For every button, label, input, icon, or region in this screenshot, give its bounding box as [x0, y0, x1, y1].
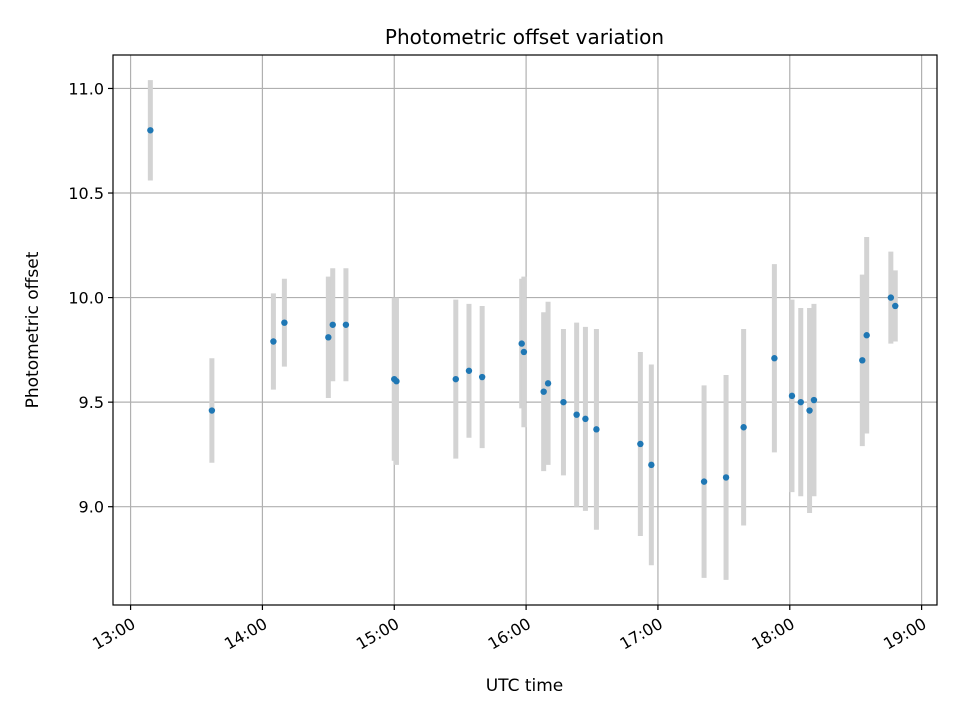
y-tick-label: 9.5 [79, 393, 104, 412]
data-point [740, 424, 747, 431]
y-tick-label: 10.0 [68, 289, 104, 308]
data-point [465, 367, 473, 374]
data-point [270, 338, 277, 345]
data-point [810, 396, 818, 404]
y-tick-label: 9.0 [79, 498, 104, 517]
data-point [593, 426, 600, 433]
data-point [573, 411, 580, 418]
data-point [147, 127, 154, 134]
data-point [544, 380, 552, 387]
y-tick-label: 11.0 [68, 79, 104, 98]
data-point [806, 407, 813, 414]
data-point [797, 398, 804, 406]
data-point [540, 388, 547, 395]
plot-area-frame [112, 54, 938, 606]
y-axis-ticks: 9.0 9.5 10.0 10.5 11.0 [68, 79, 113, 517]
data-point [281, 319, 288, 326]
y-axis-label: Photometric offset [23, 251, 43, 408]
data-point [325, 334, 332, 341]
data-point [892, 302, 899, 310]
x-axis-label: UTC time [486, 676, 564, 696]
data-point [520, 348, 528, 356]
data-point [887, 294, 895, 301]
data-point [788, 392, 796, 400]
data-point [518, 340, 525, 347]
data-point [560, 398, 567, 406]
data-point [700, 478, 708, 485]
data-point [329, 321, 336, 328]
data-points [147, 127, 899, 485]
chart-title: Photometric offset variation [385, 25, 664, 49]
data-point [582, 415, 589, 423]
data-point [859, 357, 866, 364]
data-point [342, 321, 350, 328]
data-point [637, 440, 644, 448]
data-point [648, 461, 655, 469]
data-point [393, 378, 400, 385]
data-point [863, 332, 870, 339]
data-point [722, 474, 730, 481]
y-tick-label: 10.5 [68, 184, 104, 203]
data-point [208, 407, 216, 414]
data-point [452, 375, 459, 383]
data-point [771, 355, 778, 362]
data-point [478, 373, 486, 381]
